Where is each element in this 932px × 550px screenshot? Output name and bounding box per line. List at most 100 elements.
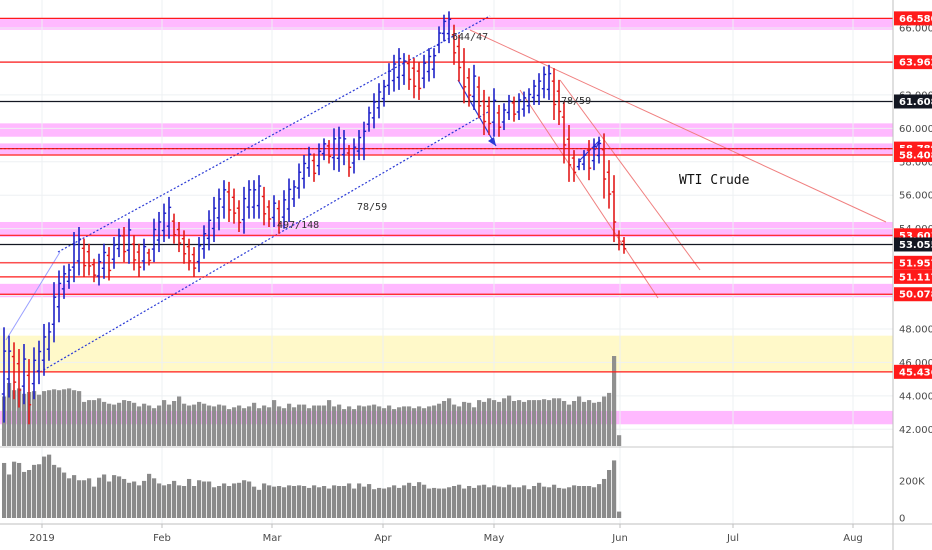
volume-bar bbox=[72, 390, 77, 446]
volume-bar bbox=[602, 396, 607, 446]
price-tag bbox=[894, 237, 932, 252]
volume-bar bbox=[452, 404, 457, 446]
volume-bar bbox=[432, 405, 437, 446]
volume-bar-lower bbox=[237, 482, 242, 518]
volume-bar bbox=[57, 390, 62, 446]
volume-bar bbox=[517, 400, 522, 446]
volume-bar-lower bbox=[182, 486, 187, 518]
volume-bar bbox=[502, 398, 507, 446]
price-zone bbox=[0, 123, 893, 137]
volume-bar-lower bbox=[527, 489, 532, 518]
volume-bar bbox=[252, 402, 257, 446]
volume-bar bbox=[172, 401, 177, 446]
volume-bar-lower bbox=[537, 482, 542, 518]
volume-bar-lower bbox=[587, 486, 592, 518]
x-axis-label: Jul bbox=[726, 533, 739, 544]
volume-bar bbox=[262, 405, 267, 446]
volume-bars-lower bbox=[0, 446, 893, 518]
volume-bar-lower bbox=[352, 488, 357, 518]
volume-bar-lower bbox=[317, 487, 322, 518]
volume-bar bbox=[187, 405, 192, 446]
volume-bar bbox=[307, 408, 312, 446]
volume-bar-lower bbox=[107, 481, 112, 518]
volume-bar bbox=[547, 400, 552, 446]
volume-bar-lower bbox=[407, 482, 412, 518]
price-zone bbox=[0, 18, 893, 30]
volume-bar-lower bbox=[202, 481, 207, 518]
price-tag bbox=[894, 147, 932, 162]
volume-bar bbox=[92, 400, 97, 446]
volume-bar-lower bbox=[347, 483, 352, 518]
volume-bar-lower bbox=[497, 486, 502, 518]
price-tag bbox=[894, 269, 932, 284]
volume-bar-lower bbox=[467, 486, 472, 518]
volume-bar-lower bbox=[577, 486, 582, 518]
volume-bar bbox=[37, 394, 42, 446]
price-level-lines bbox=[0, 17, 893, 373]
volume-bar-lower bbox=[557, 487, 562, 518]
volume-bar bbox=[222, 405, 227, 446]
volume-bar bbox=[162, 400, 167, 446]
volume-bar bbox=[237, 405, 242, 446]
volume-bar bbox=[357, 405, 362, 446]
volume-bar-lower bbox=[242, 480, 247, 518]
volume-bar-lower bbox=[307, 487, 312, 518]
price-tag-label: 63.962 bbox=[899, 58, 932, 69]
volume-bar bbox=[582, 401, 587, 446]
volume-bar-lower bbox=[567, 487, 572, 518]
volume-bar bbox=[167, 404, 172, 446]
volume-bar bbox=[312, 405, 317, 446]
volume-bar bbox=[287, 403, 292, 446]
volume-bar-lower bbox=[367, 484, 372, 518]
volume-bar-lower bbox=[547, 487, 552, 518]
volume-bar bbox=[322, 405, 327, 446]
volume-bar-lower bbox=[52, 464, 57, 518]
volume-bar bbox=[32, 391, 37, 446]
volume-bar bbox=[227, 409, 232, 446]
volume-bar-lower bbox=[7, 474, 12, 518]
volume-bar-lower bbox=[392, 485, 397, 518]
y-axis-tick-label: 44.000 bbox=[899, 391, 932, 402]
volume-bar bbox=[477, 400, 482, 446]
volume-bar-lower bbox=[602, 478, 607, 518]
volume-bar-lower bbox=[282, 487, 287, 518]
volume-bar-lower bbox=[112, 475, 117, 518]
price-tag-label: 66.580 bbox=[899, 14, 932, 25]
volume-bar bbox=[292, 407, 297, 446]
volume-bar-lower bbox=[87, 478, 92, 518]
volume-bar bbox=[192, 404, 197, 446]
volume-bar bbox=[587, 400, 592, 446]
volume-bar bbox=[492, 400, 497, 446]
volume-bar bbox=[12, 390, 17, 446]
volume-bar-lower bbox=[387, 487, 392, 518]
volume-bar-lower bbox=[72, 475, 77, 518]
time-axis: 2019 Feb Mar Apr May Jun Jul Aug bbox=[0, 523, 932, 544]
annotation-label-4: 78/59 bbox=[357, 202, 387, 213]
volume-bar-lower bbox=[42, 456, 47, 518]
volume-bar bbox=[47, 390, 52, 446]
price-tag-label: 51.117 bbox=[899, 272, 932, 283]
volume-bar bbox=[377, 406, 382, 446]
volume-bar bbox=[437, 403, 442, 446]
volume-bar-lower bbox=[77, 480, 82, 518]
volume-bar bbox=[382, 408, 387, 446]
volume-bar-lower bbox=[512, 487, 517, 518]
volume-bar bbox=[217, 404, 222, 446]
volume-bar bbox=[617, 435, 622, 446]
price-bars bbox=[1, 11, 627, 425]
price-tag-label: 53.055 bbox=[899, 240, 932, 251]
volume-bar-lower bbox=[262, 483, 267, 518]
volume-bar-lower bbox=[277, 486, 282, 518]
price-tag-label: 58.408 bbox=[899, 150, 932, 161]
volume-bar-lower bbox=[137, 485, 142, 518]
volume-bar bbox=[397, 407, 402, 446]
volume-bar bbox=[472, 407, 477, 446]
volume-bar bbox=[177, 396, 182, 446]
annotation-label-1: 644/47 bbox=[452, 32, 488, 43]
volume-bar bbox=[372, 404, 377, 446]
volume-bar bbox=[17, 388, 22, 446]
volume-bar bbox=[577, 396, 582, 446]
volume-bar bbox=[572, 401, 577, 446]
volume-bar-lower bbox=[572, 485, 577, 518]
